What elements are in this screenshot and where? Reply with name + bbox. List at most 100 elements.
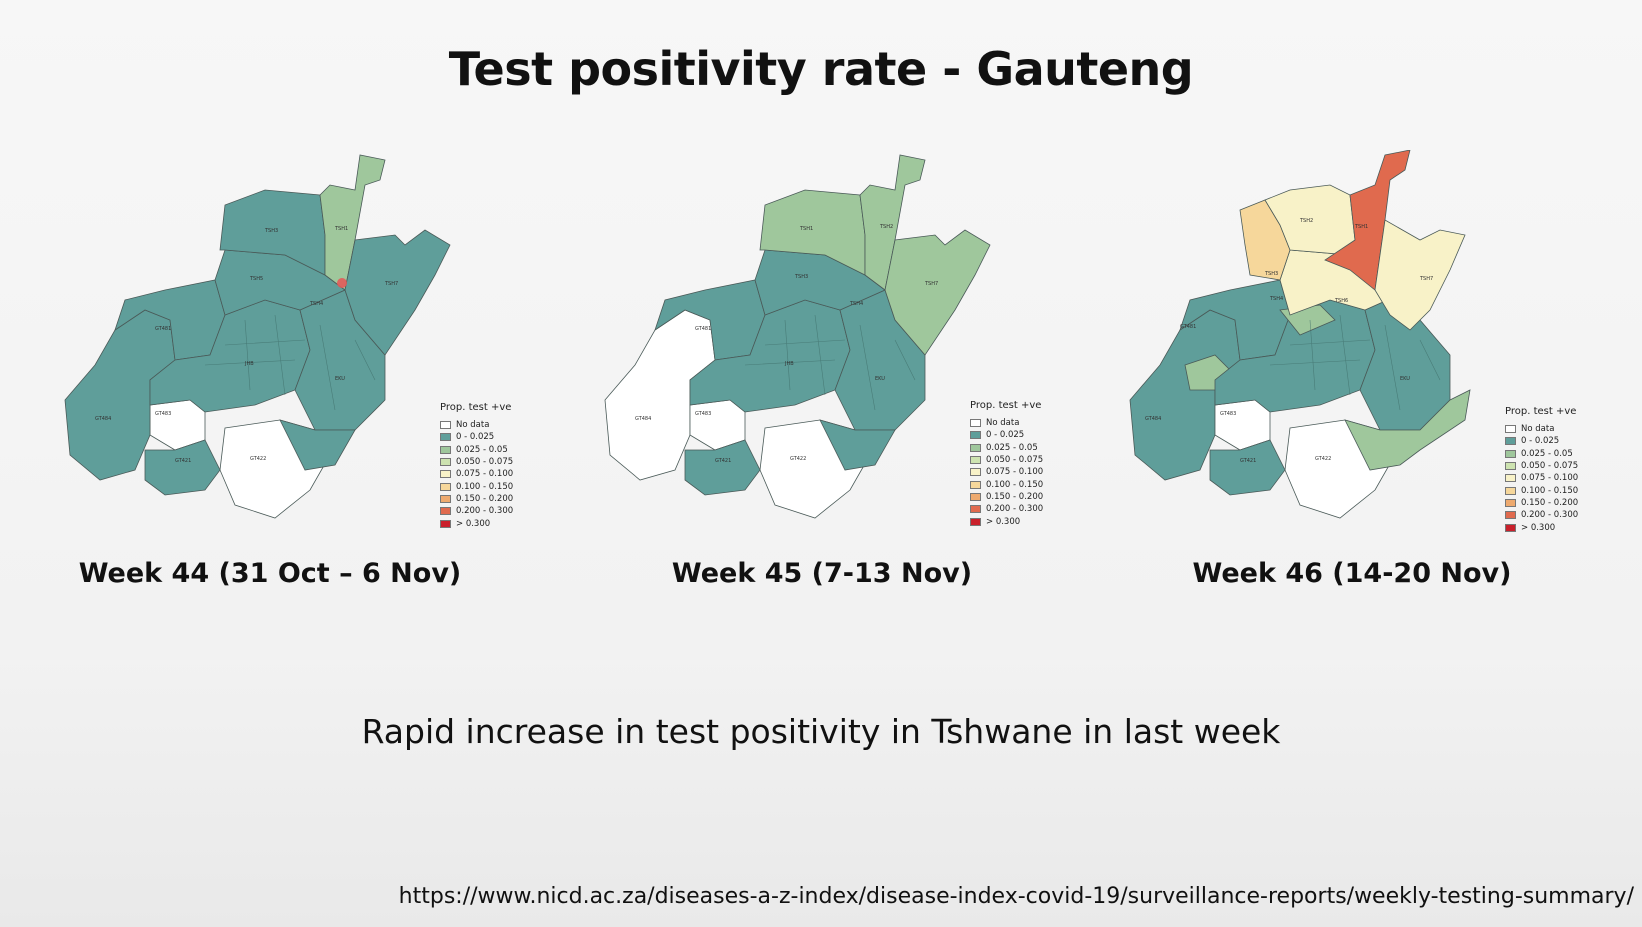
region-label: TSH3 (264, 228, 278, 234)
region-label: GT481 (695, 326, 711, 332)
legend-swatch (970, 468, 981, 477)
legend-item: 0.025 - 0.05 (440, 444, 513, 456)
region-tshwane-northeast (1324, 150, 1411, 291)
region-label: GT484 (1145, 416, 1161, 422)
legend-swatch (440, 507, 451, 516)
legend-label: 0.200 - 0.300 (456, 506, 514, 517)
region-label: TSH7 (1419, 276, 1433, 282)
region-ekurhuleni-south (279, 419, 356, 471)
map-panel-week-46: TSH2 TSH1 TSH3 TSH4 TSH6 TSH7 GT481 GT48… (1120, 150, 1640, 550)
legend-item: > 0.300 (1505, 521, 1578, 533)
legend-item: 0.100 - 0.150 (1505, 484, 1578, 496)
legend-label: 0.050 - 0.075 (986, 455, 1044, 466)
legend-label: 0.150 - 0.200 (986, 491, 1044, 502)
legend-swatch (1505, 498, 1516, 507)
legend-label: 0.025 - 0.05 (986, 442, 1038, 453)
region-label: JHB (784, 361, 794, 367)
legend-item: 0.050 - 0.075 (1505, 460, 1578, 472)
legend-swatch (1505, 449, 1516, 458)
region-label: GT481 (1180, 324, 1196, 330)
legend-label: 0.100 - 0.150 (986, 479, 1044, 490)
legend-swatch (440, 421, 451, 430)
region-label: GT483 (695, 411, 711, 417)
legend-item: 0.075 - 0.100 (970, 466, 1043, 478)
legend-item: 0 - 0.025 (440, 431, 513, 443)
legend-item: 0.050 - 0.075 (440, 456, 513, 468)
legend-swatch (970, 419, 981, 428)
legend-swatch (440, 494, 451, 503)
week-caption-45: Week 45 (7-13 Nov) (671, 558, 973, 589)
region-label: GT422 (790, 456, 806, 462)
map-legend: Prop. test +ve No data 0 - 0.025 0.025 - 0… (440, 402, 513, 530)
legend-swatch (970, 443, 981, 452)
region-label: EKU (1400, 376, 1410, 382)
legend-label: 0.025 - 0.05 (1521, 448, 1573, 459)
legend-item: 0.075 - 0.100 (440, 468, 513, 480)
region-tshwane-northeast (859, 154, 926, 291)
choropleth-map-week-45: TSH1 TSH2 TSH3 TSH4 TSH7 GT481 GT483 GT4… (604, 154, 991, 519)
region-tshwane-east (884, 229, 991, 356)
legend-swatch (440, 458, 451, 467)
region-emfuleni (684, 439, 761, 496)
legend-label: No data (1521, 424, 1555, 435)
legend-swatch (440, 470, 451, 479)
region-label: TSH7 (924, 281, 938, 287)
region-label: TSH5 (249, 276, 263, 282)
region-label: TSH7 (384, 281, 398, 287)
legend-rows: No data 0 - 0.025 0.025 - 0.05 0.050 - 0.07… (440, 419, 513, 530)
region-label: JHB (244, 361, 254, 367)
source-link[interactable]: https://www.nicd.ac.za/diseases-a-z-inde… (398, 884, 1634, 909)
legend-swatch (1505, 486, 1516, 495)
region-label: GT483 (1220, 411, 1236, 417)
region-label: TSH6 (1334, 298, 1348, 304)
legend-label: > 0.300 (1521, 522, 1556, 533)
legend-label: 0.050 - 0.075 (456, 457, 514, 468)
choropleth-map-week-44: TSH3 TSH1 TSH5 TSH4 TSH7 GT481 GT483 GT4… (64, 154, 451, 519)
legend-label: > 0.300 (986, 516, 1021, 527)
legend-swatch (970, 480, 981, 489)
legend-item: 0.050 - 0.075 (970, 454, 1043, 466)
legend-label: 0.200 - 0.300 (1521, 510, 1579, 521)
map-legend: Prop. test +ve No data 0 - 0.025 0.025 - 0… (970, 400, 1043, 528)
week-caption-44: Week 44 (31 Oct – 6 Nov) (78, 558, 462, 589)
legend-label: No data (456, 420, 490, 431)
legend-label: > 0.300 (456, 518, 491, 529)
region-tshwane-east (344, 229, 451, 356)
legend-item: 0.200 - 0.300 (1505, 509, 1578, 521)
region-emfuleni (1209, 439, 1286, 496)
legend-item: > 0.300 (440, 517, 513, 529)
legend-swatch (1505, 437, 1516, 446)
legend-item: No data (970, 417, 1043, 429)
region-label: TSH1 (1354, 224, 1368, 230)
map-panel-week-44: TSH3 TSH1 TSH5 TSH4 TSH7 GT481 GT483 GT4… (55, 150, 575, 550)
legend-item: 0.025 - 0.05 (970, 442, 1043, 454)
legend-swatch (970, 517, 981, 526)
region-label: TSH3 (1264, 271, 1278, 277)
choropleth-map-week-46: TSH2 TSH1 TSH3 TSH4 TSH6 TSH7 GT481 GT48… (1129, 150, 1471, 519)
region-label: TSH4 (849, 301, 863, 307)
region-label: GT484 (95, 416, 111, 422)
region-label: GT421 (715, 458, 731, 464)
legend-label: 0.025 - 0.05 (456, 444, 508, 455)
region-label: GT422 (1315, 456, 1331, 462)
legend-label: 0.100 - 0.150 (456, 481, 514, 492)
region-emfuleni (144, 439, 221, 496)
region-label: EKU (335, 376, 345, 382)
region-label: GT481 (155, 326, 171, 332)
legend-item: > 0.300 (970, 515, 1043, 527)
legend-title: Prop. test +ve (440, 402, 512, 413)
region-label: TSH1 (799, 226, 813, 232)
region-label: GT483 (155, 411, 171, 417)
legend-label: 0.200 - 0.300 (986, 504, 1044, 515)
legend-item: 0.200 - 0.300 (440, 505, 513, 517)
legend-rows: No data 0 - 0.025 0.025 - 0.05 0.050 - 0.07… (970, 417, 1043, 528)
legend-swatch (970, 492, 981, 501)
legend-item: 0.100 - 0.150 (970, 478, 1043, 490)
week-caption-46: Week 46 (14-20 Nov) (1192, 558, 1512, 589)
legend-swatch (1505, 462, 1516, 471)
legend-item: 0 - 0.025 (970, 429, 1043, 441)
legend-swatch (1505, 474, 1516, 483)
region-label: TSH2 (1299, 218, 1313, 224)
hotspot-marker (337, 278, 347, 288)
region-label: TSH3 (794, 274, 808, 280)
